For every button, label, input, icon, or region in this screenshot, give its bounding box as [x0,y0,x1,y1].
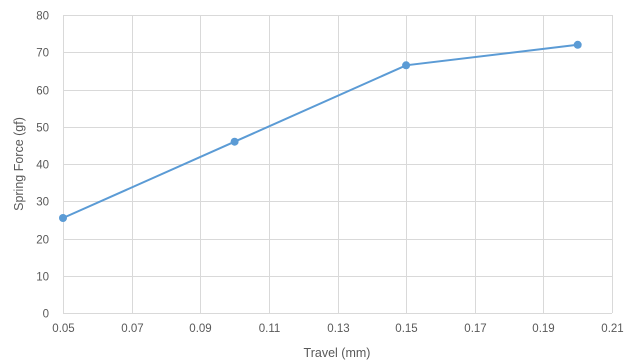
series-line [62,43,578,219]
data-point [230,137,239,146]
y-tick-label: 60 [36,86,49,98]
y-tick-label: 40 [36,160,49,172]
x-tick-label: 0.21 [601,323,623,335]
x-tick-label: 0.13 [327,323,349,335]
data-point [573,40,582,49]
x-axis-title: Travel (mm) [304,346,371,360]
y-tick-label: 30 [36,197,49,209]
x-tick-label: 0.09 [189,323,211,335]
y-tick-label: 20 [36,235,49,247]
y-tick-label: 10 [36,272,49,284]
y-tick-label: 80 [36,11,49,23]
series-group [59,40,582,222]
x-tick-label: 0.17 [464,323,486,335]
y-axis-title: Spring Force (gf) [12,117,26,211]
x-tick-label: 0.15 [395,323,417,335]
x-tick-label: 0.07 [121,323,143,335]
x-tick-label: 0.11 [259,323,281,335]
data-point [402,61,411,70]
y-tick-label: 50 [36,123,49,135]
horizontal-gridlines [63,15,612,314]
y-tick-label: 70 [36,48,49,60]
data-point [59,214,67,222]
x-tick-label: 0.19 [532,323,554,335]
x-tick-label: 0.05 [52,323,74,335]
y-tick-labels: 0 10 20 30 40 50 60 70 80 [36,11,49,321]
x-tick-labels: 0.05 0.07 0.09 0.11 0.13 0.15 0.17 0.19 0.21 [52,323,623,335]
y-tick-label: 0 [43,309,49,321]
